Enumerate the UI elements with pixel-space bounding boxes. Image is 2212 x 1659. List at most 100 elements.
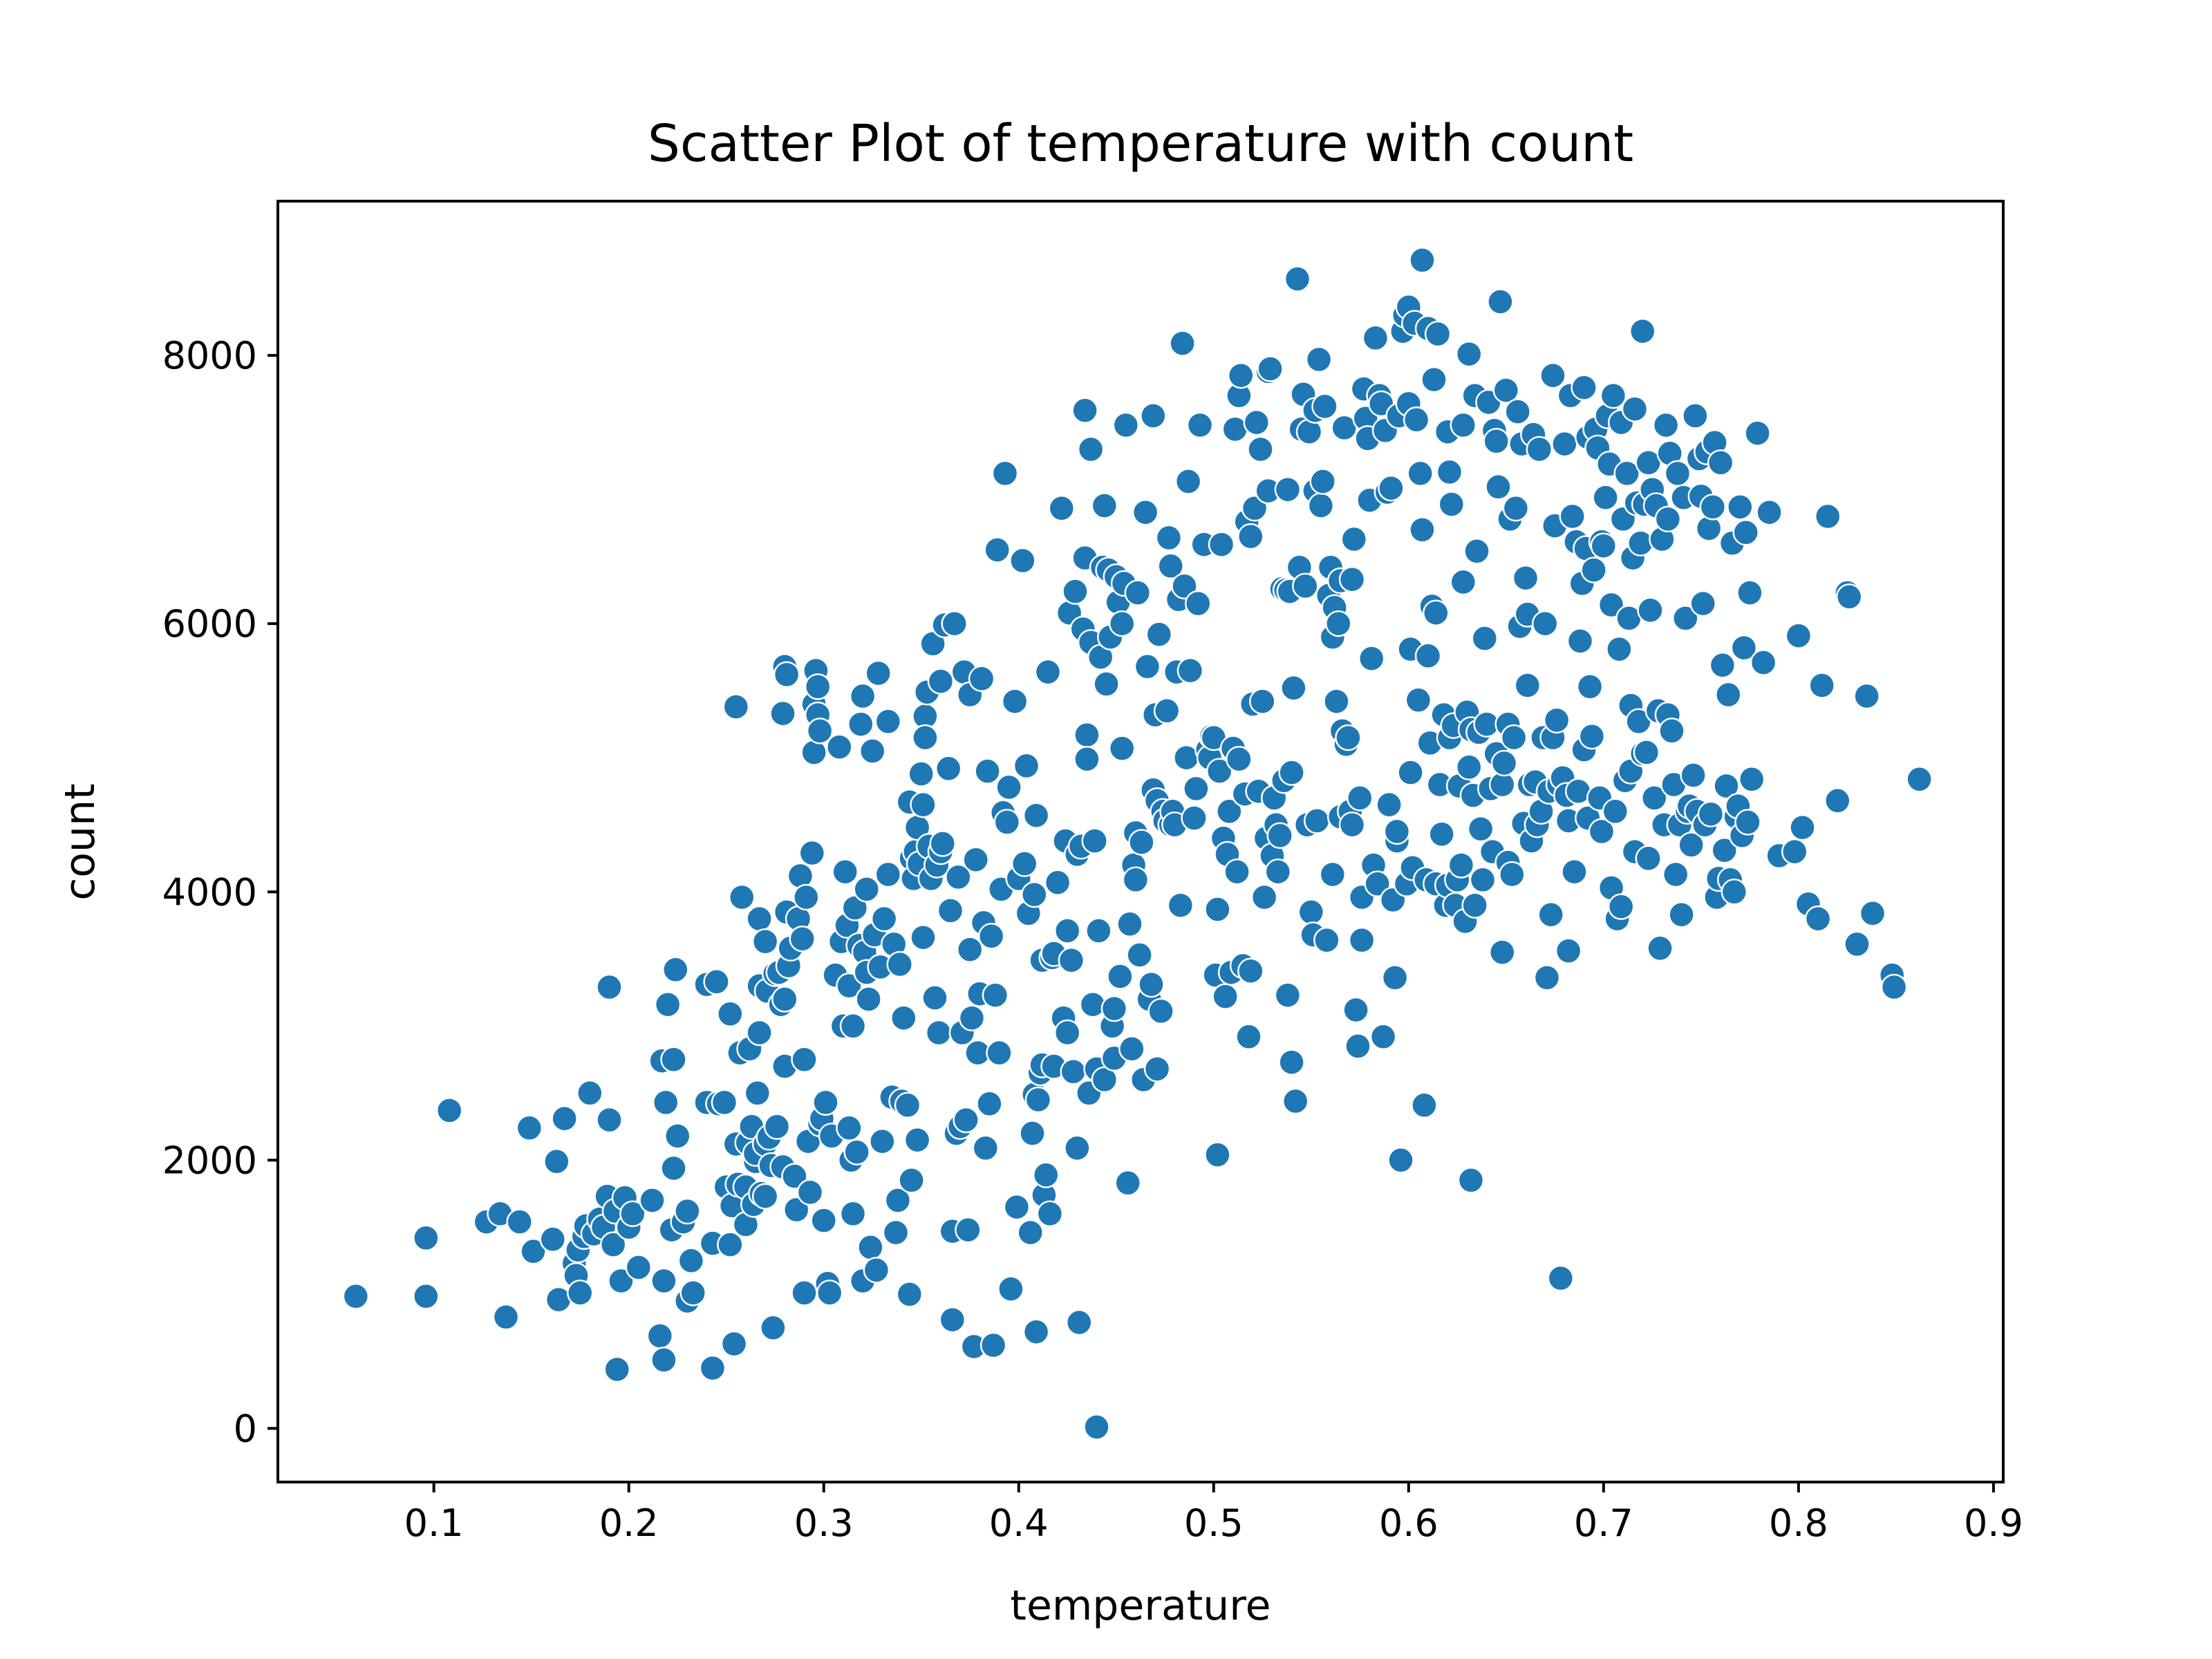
data-point	[1551, 430, 1578, 458]
data-point	[1278, 759, 1305, 786]
data-point	[836, 1114, 863, 1142]
data-point	[1600, 382, 1627, 409]
data-point	[1709, 652, 1736, 679]
data-point	[1781, 838, 1808, 865]
data-point	[1347, 785, 1374, 812]
data-point	[551, 1105, 578, 1132]
data-point	[836, 972, 863, 1000]
data-point	[1555, 937, 1582, 964]
data-point	[1804, 905, 1832, 932]
data-point	[1001, 688, 1029, 715]
data-point	[925, 1019, 953, 1047]
data-point	[1138, 971, 1165, 998]
data-point	[769, 700, 796, 727]
data-point	[1607, 893, 1635, 920]
data-point	[1533, 964, 1561, 991]
data-point	[1022, 1318, 1050, 1345]
data-point	[956, 936, 984, 963]
data-point	[1140, 402, 1167, 429]
data-point	[976, 1090, 1003, 1118]
data-point	[1247, 435, 1274, 463]
data-point	[699, 1354, 727, 1382]
data-point	[1237, 523, 1264, 550]
data-point	[1658, 718, 1685, 744]
data-point	[1383, 818, 1411, 845]
data-point	[492, 1304, 520, 1331]
data-point	[927, 668, 955, 695]
data-point	[791, 1280, 818, 1306]
data-point	[1455, 753, 1483, 781]
data-point	[1224, 858, 1250, 885]
data-point	[1128, 829, 1155, 856]
data-point	[1091, 492, 1118, 519]
x-tick-label: 0.4	[989, 1501, 1049, 1545]
data-point	[1011, 850, 1038, 877]
x-tick-label: 0.7	[1574, 1501, 1633, 1545]
data-point	[1621, 395, 1649, 422]
data-point	[796, 1179, 824, 1206]
data-point	[1859, 900, 1886, 927]
data-point	[1512, 564, 1539, 592]
data-point	[1597, 591, 1625, 619]
data-point	[1335, 724, 1362, 751]
data-point	[1637, 597, 1664, 624]
y-tick-label: 4000	[162, 870, 257, 914]
data-point	[874, 708, 902, 735]
data-point	[986, 1039, 1013, 1067]
data-point	[1387, 1147, 1414, 1174]
data-point	[1483, 428, 1510, 455]
data-point	[1226, 745, 1253, 773]
data-point	[894, 1091, 921, 1119]
data-point	[1212, 983, 1239, 1010]
data-point	[1588, 818, 1615, 845]
data-point	[1358, 645, 1385, 672]
data-point	[539, 1226, 566, 1253]
data-point	[898, 1167, 925, 1194]
data-point	[1083, 1414, 1110, 1441]
data-point	[1785, 622, 1812, 649]
data-point	[1514, 672, 1541, 699]
data-point	[1814, 503, 1841, 530]
data-point	[1736, 579, 1763, 606]
data-point	[1126, 941, 1153, 968]
data-point	[674, 1197, 701, 1225]
data-point	[1405, 686, 1432, 714]
data-point	[1756, 498, 1783, 526]
data-point	[744, 1080, 771, 1107]
x-axis-label: temperature	[1010, 1582, 1271, 1630]
data-point	[806, 718, 834, 744]
data-point	[1108, 735, 1136, 762]
data-point	[870, 905, 898, 932]
data-point	[1319, 861, 1347, 888]
data-point	[1143, 1056, 1171, 1082]
data-point	[789, 925, 816, 953]
data-point	[599, 1231, 627, 1258]
data-point	[751, 1183, 779, 1210]
data-point	[1713, 772, 1740, 800]
data-point	[1571, 374, 1597, 401]
data-point	[1338, 565, 1366, 593]
data-point	[1081, 827, 1108, 854]
data-point	[1134, 653, 1161, 680]
data-point	[941, 610, 968, 637]
data-point	[1403, 406, 1430, 433]
y-tick-label: 8000	[162, 334, 257, 377]
data-point	[849, 682, 877, 710]
data-point	[1682, 402, 1709, 429]
data-point	[543, 1148, 570, 1175]
data-point	[1461, 892, 1488, 919]
data-point	[1184, 590, 1212, 617]
data-point	[919, 630, 946, 657]
data-point	[810, 1207, 837, 1234]
data-point	[625, 1254, 653, 1281]
points-layer	[342, 247, 1933, 1441]
data-point	[413, 1224, 440, 1252]
data-point	[853, 876, 880, 903]
x-tick-label: 0.8	[1769, 1501, 1828, 1545]
data-point	[1436, 458, 1463, 486]
data-point	[997, 1275, 1024, 1302]
x-tick-label: 0.6	[1379, 1501, 1438, 1545]
data-point	[1147, 997, 1174, 1025]
data-point	[1824, 787, 1851, 814]
data-point	[980, 1331, 1007, 1359]
